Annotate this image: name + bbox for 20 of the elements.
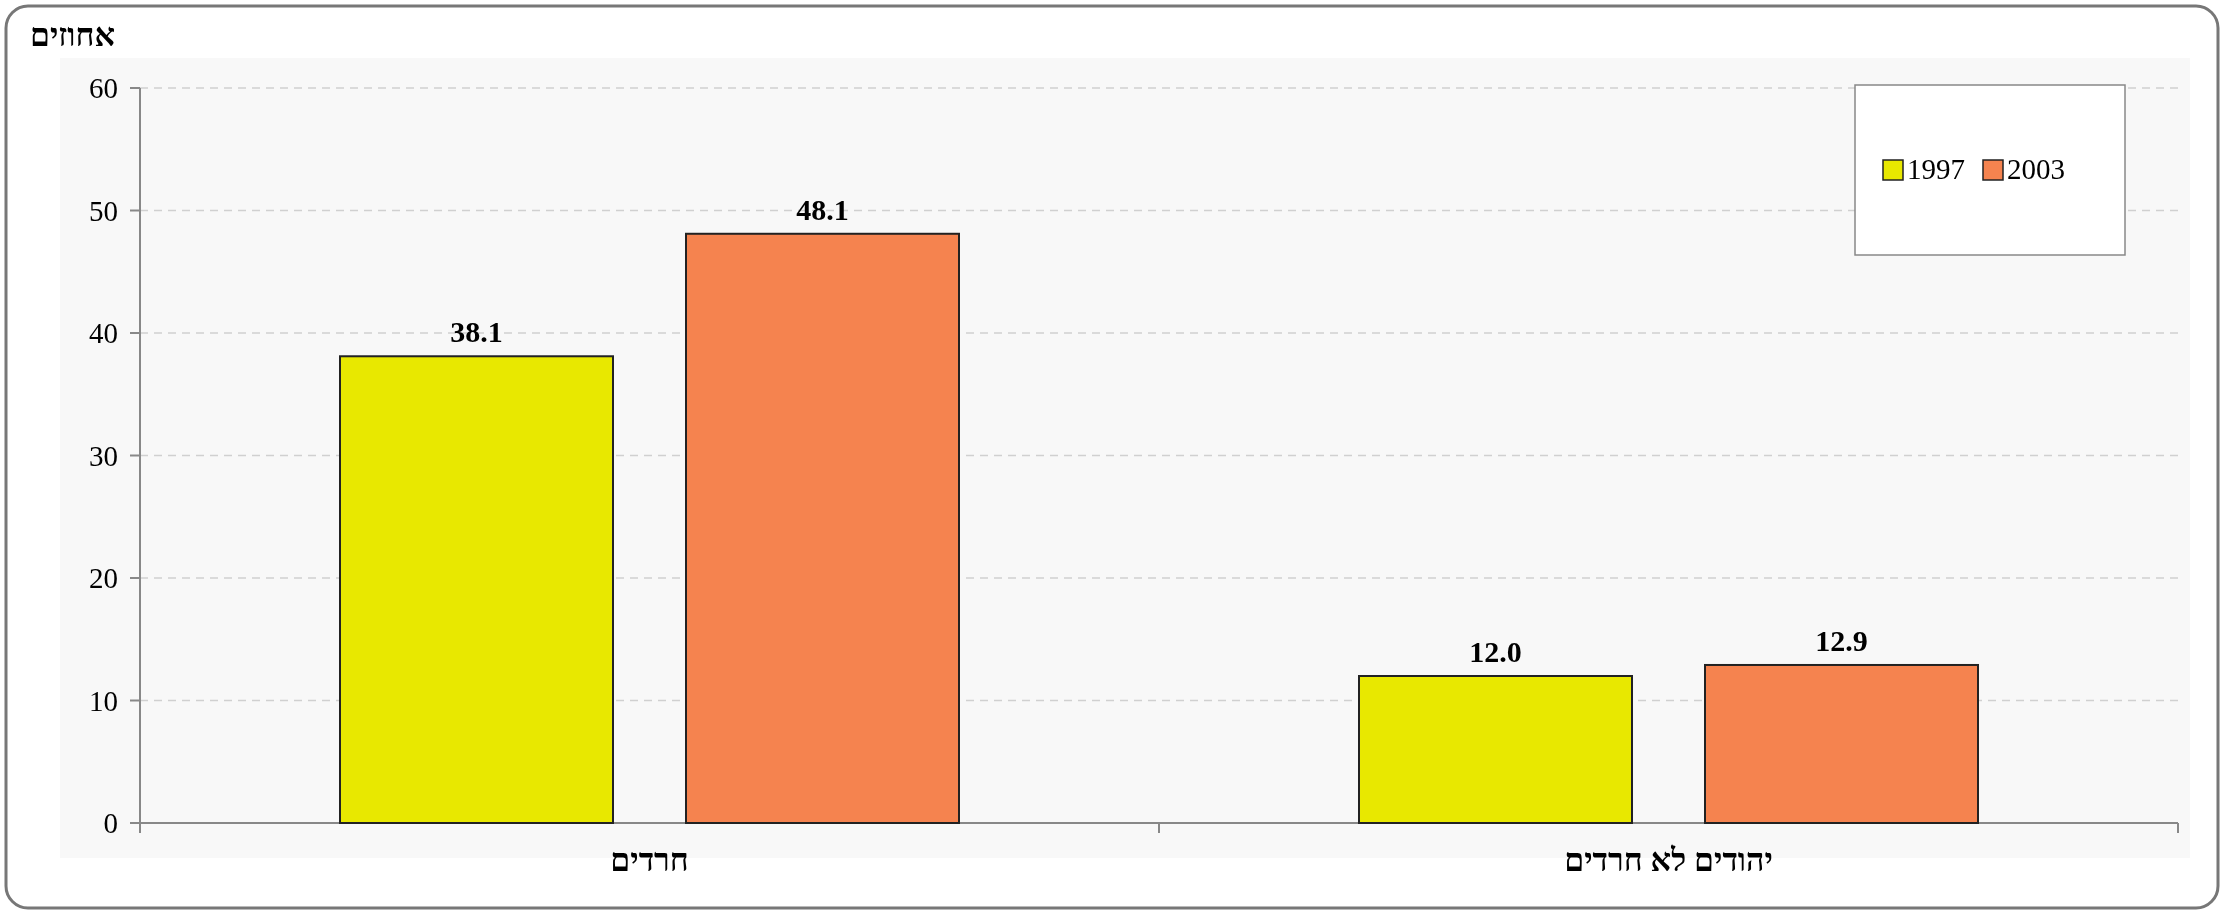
- data-label: 12.9: [1815, 623, 1868, 657]
- y-tick-label: 60: [89, 72, 118, 104]
- data-label: 12.0: [1469, 635, 1522, 668]
- bar: [1358, 675, 1633, 824]
- bar: [339, 355, 614, 824]
- y-axis-title: אחוזים: [30, 17, 115, 53]
- y-tick-label: 20: [89, 562, 118, 594]
- y-tick-label: 30: [89, 439, 118, 472]
- data-label: 48.1: [796, 192, 849, 226]
- y-tick-label: 0: [103, 807, 118, 839]
- y-tick-label: 50: [89, 194, 118, 227]
- y-tick-label: 10: [89, 684, 118, 717]
- legend-label: 2003: [2007, 153, 2065, 185]
- x-tick-label: חרדים: [610, 842, 689, 878]
- x-tick-label: יהודים לא חרדים: [1564, 842, 1773, 878]
- y-tick-label: 40: [89, 317, 118, 349]
- data-label: 38.1: [450, 315, 503, 349]
- legend-label: 1997: [1907, 153, 1965, 185]
- bar: [685, 232, 960, 824]
- bar: [1704, 663, 1979, 824]
